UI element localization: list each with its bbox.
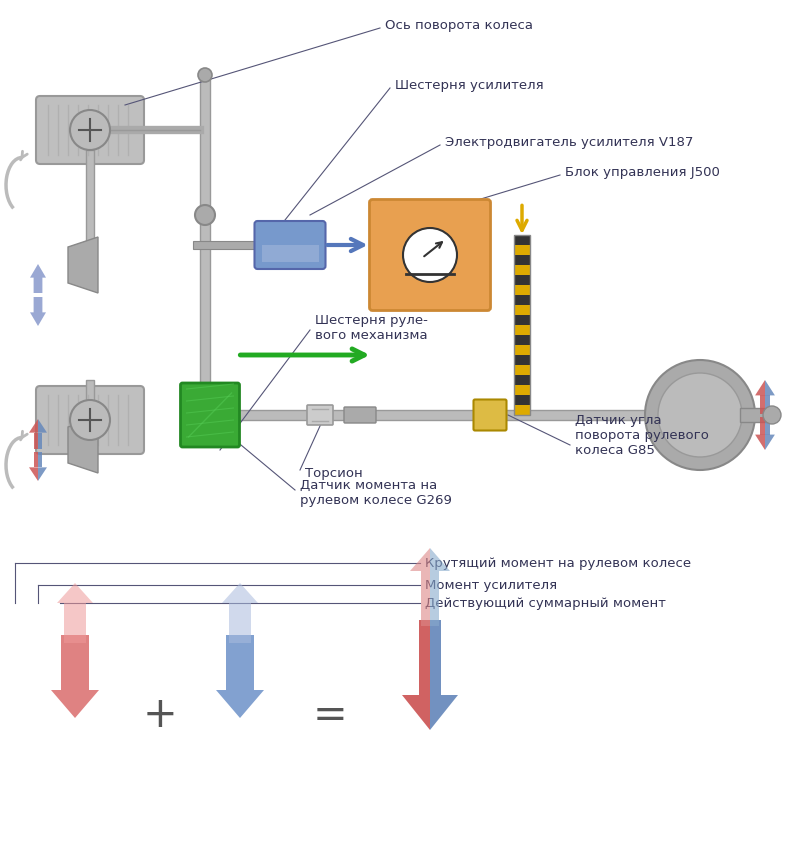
Circle shape [645, 360, 755, 470]
Polygon shape [755, 434, 765, 450]
Polygon shape [29, 467, 38, 481]
Bar [514, 405, 530, 415]
Polygon shape [34, 452, 38, 467]
Circle shape [763, 406, 781, 424]
Polygon shape [68, 417, 98, 473]
Bar [514, 285, 530, 295]
Polygon shape [402, 695, 430, 730]
Text: =: = [313, 694, 347, 736]
Polygon shape [760, 395, 765, 413]
FancyBboxPatch shape [474, 399, 506, 430]
Polygon shape [30, 297, 46, 326]
Circle shape [195, 205, 215, 225]
FancyBboxPatch shape [307, 405, 333, 425]
Bar [200, 75, 210, 390]
Text: Датчик угла
поворота рулевого
колеса G85: Датчик угла поворота рулевого колеса G85 [575, 413, 709, 457]
FancyBboxPatch shape [181, 383, 239, 447]
Polygon shape [38, 467, 47, 481]
Bar [514, 305, 530, 315]
Polygon shape [430, 620, 441, 695]
Bar [514, 265, 530, 274]
Polygon shape [419, 620, 430, 695]
Bar [514, 365, 530, 375]
Bar [514, 275, 530, 285]
Text: Действующий суммарный момент: Действующий суммарный момент [425, 596, 666, 609]
Polygon shape [765, 380, 775, 395]
FancyBboxPatch shape [370, 200, 490, 310]
Text: Шестерня руле-
вого механизма: Шестерня руле- вого механизма [315, 314, 428, 342]
FancyBboxPatch shape [36, 386, 144, 454]
Text: Ось поворота колеса: Ось поворота колеса [385, 19, 533, 32]
Polygon shape [29, 419, 38, 433]
Polygon shape [57, 583, 93, 643]
Bar [514, 385, 530, 394]
Bar [514, 315, 530, 325]
Bar [514, 355, 530, 364]
Polygon shape [216, 635, 264, 718]
Polygon shape [760, 417, 765, 434]
Polygon shape [410, 548, 430, 571]
Bar [514, 245, 530, 255]
Text: Момент усилителя: Момент усилителя [425, 578, 557, 591]
Text: Крутящий момент на рулевом колесе: Крутящий момент на рулевом колесе [425, 556, 691, 570]
Bar [514, 235, 530, 244]
Bar [183, 411, 200, 419]
Polygon shape [30, 264, 46, 293]
Polygon shape [765, 417, 770, 434]
Polygon shape [430, 548, 450, 571]
FancyBboxPatch shape [36, 96, 144, 164]
Bar [514, 375, 530, 385]
Polygon shape [755, 380, 765, 395]
Polygon shape [765, 395, 770, 413]
Polygon shape [765, 434, 775, 450]
Text: Датчик момента на
рулевом колесе G269: Датчик момента на рулевом колесе G269 [300, 479, 452, 507]
Polygon shape [38, 452, 42, 467]
Polygon shape [38, 419, 47, 433]
Polygon shape [38, 433, 42, 448]
Bar [514, 325, 530, 334]
Text: +: + [142, 694, 178, 736]
Bar [86, 380, 94, 440]
Polygon shape [421, 571, 430, 626]
Bar [514, 255, 530, 265]
FancyBboxPatch shape [344, 407, 376, 423]
Bar [514, 295, 530, 304]
Polygon shape [222, 583, 258, 643]
Circle shape [658, 373, 742, 457]
Circle shape [198, 68, 212, 82]
Bar [86, 150, 94, 260]
Bar [514, 335, 530, 345]
Circle shape [70, 110, 110, 150]
Bar [514, 345, 530, 355]
Bar [193, 241, 322, 249]
Text: Торсион: Торсион [305, 466, 362, 480]
Text: Блок управления J500: Блок управления J500 [565, 165, 720, 178]
Bar [740, 408, 770, 422]
Polygon shape [430, 571, 439, 626]
Bar [237, 410, 650, 420]
Polygon shape [51, 635, 99, 718]
Polygon shape [68, 237, 98, 293]
Circle shape [403, 228, 457, 282]
Text: Шестерня усилителя: Шестерня усилителя [395, 79, 544, 92]
Bar [262, 245, 318, 262]
Bar [514, 395, 530, 405]
Polygon shape [34, 433, 38, 448]
Polygon shape [430, 695, 458, 730]
Circle shape [70, 400, 110, 440]
Text: Электродвигатель усилителя V187: Электродвигатель усилителя V187 [445, 135, 694, 148]
FancyBboxPatch shape [254, 221, 326, 269]
Bar [514, 235, 530, 415]
